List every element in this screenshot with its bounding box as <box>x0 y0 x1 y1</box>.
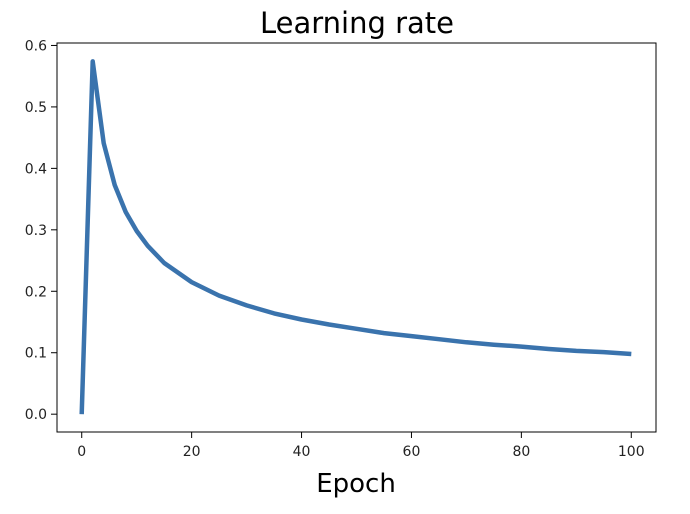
y-tick-label: 0.4 <box>25 161 47 177</box>
y-tick-label: 0.6 <box>25 38 47 54</box>
y-tick-label: 0.5 <box>25 100 47 116</box>
x-tick-label: 60 <box>403 444 421 460</box>
x-axis-label: Epoch <box>316 469 396 499</box>
x-tick-label: 0 <box>77 444 86 460</box>
y-axis: 0.0 0.1 0.2 0.3 0.4 0.5 0.6 <box>25 38 57 423</box>
x-tick-label: 40 <box>293 444 311 460</box>
x-tick-label: 100 <box>618 444 645 460</box>
plot-area <box>56 42 657 433</box>
series-layer <box>79 59 632 415</box>
chart-title: Learning rate <box>260 6 454 40</box>
x-tick-label: 80 <box>512 444 530 460</box>
x-tick-label: 20 <box>183 444 201 460</box>
y-tick-label: 0.3 <box>25 223 47 239</box>
x-axis: 0 20 40 60 80 100 <box>77 432 645 460</box>
y-tick-label: 0.0 <box>25 407 47 423</box>
y-tick-label: 0.2 <box>25 284 47 300</box>
learning-rate-line <box>79 59 632 415</box>
y-tick-label: 0.1 <box>25 346 47 362</box>
